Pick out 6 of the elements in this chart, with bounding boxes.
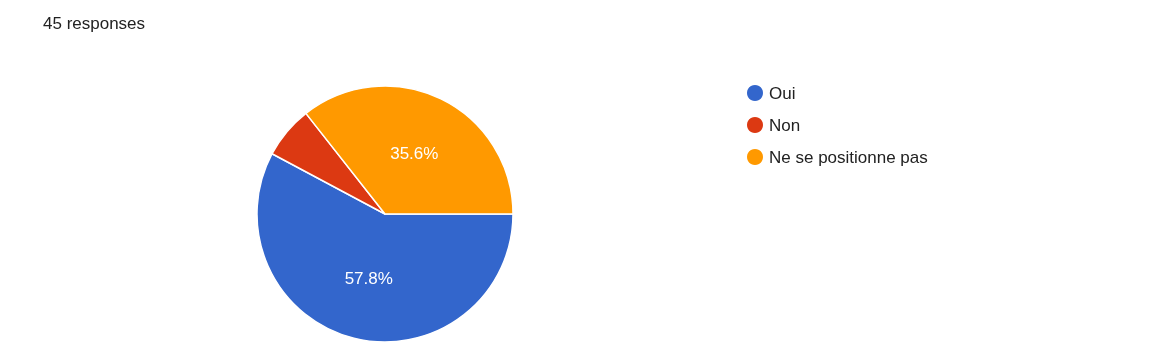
- data-label: 35.6%: [390, 144, 439, 164]
- legend-label: Non: [769, 115, 801, 135]
- legend-label: Oui: [769, 83, 796, 103]
- legend-label: Ne se positionne pas: [769, 147, 928, 167]
- text: 45 responses: [43, 14, 146, 33]
- data-label: 57.8%: [344, 269, 393, 289]
